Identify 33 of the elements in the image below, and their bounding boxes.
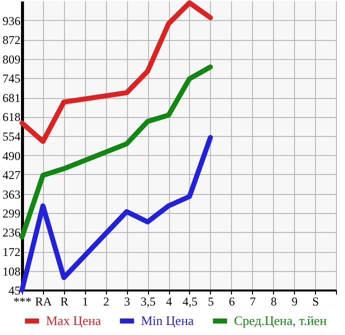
y-tick-label: 681 [2, 91, 20, 106]
x-tick-label: 6 [228, 294, 235, 308]
legend-label: Max Цена [46, 313, 102, 328]
x-tick-label: 7 [250, 294, 256, 308]
x-tick-label: *** [14, 294, 32, 308]
y-tick-label: 872 [2, 33, 20, 48]
y-tick-label: 363 [2, 187, 20, 202]
x-tick-label: S [312, 294, 319, 308]
y-tick-label: 809 [2, 52, 20, 66]
x-tick-label: 5 [208, 294, 214, 308]
x-tick-label: 8 [270, 294, 277, 308]
legend-label: Сред.Цена, т.йен [234, 313, 327, 328]
y-tick-label: 618 [2, 110, 20, 124]
x-tick-label: 3,5 [140, 294, 156, 308]
y-tick-label: 554 [2, 129, 20, 144]
y-tick-label: 299 [2, 206, 20, 221]
x-tick-label: 1 [82, 294, 88, 308]
x-tick-label: 9 [292, 294, 298, 308]
legend-label: Min Цена [141, 313, 194, 328]
x-tick-label: 4,5 [182, 294, 198, 308]
y-tick-label: 108 [2, 264, 20, 278]
y-tick-label: 490 [2, 148, 20, 163]
x-tick-label: R [60, 294, 68, 308]
y-tick-label: 745 [2, 72, 20, 86]
y-tick-label: 427 [2, 168, 20, 182]
y-tick-label: 45 [8, 284, 20, 298]
x-tick-label: 3 [124, 294, 130, 308]
y-tick-label: 172 [2, 245, 20, 260]
x-tick-label: 2 [103, 294, 110, 308]
y-tick-label: 936 [2, 14, 20, 28]
x-tick-label: 4 [166, 294, 172, 308]
x-tick-label: RA [35, 294, 52, 308]
y-tick-label: 236 [2, 226, 20, 240]
